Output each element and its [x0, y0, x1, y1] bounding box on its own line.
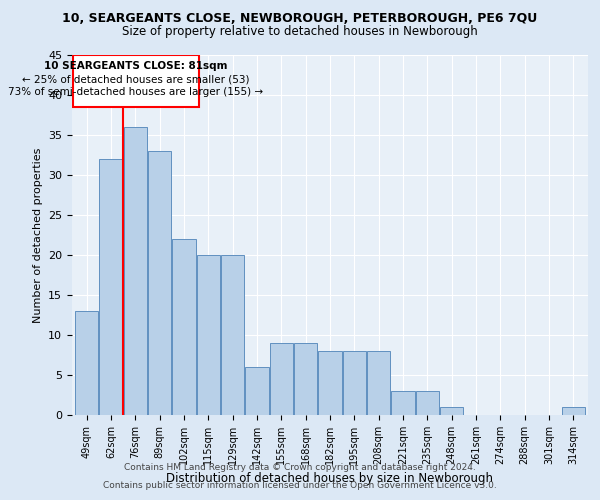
Bar [343, 351, 366, 415]
X-axis label: Distribution of detached houses by size in Newborough: Distribution of detached houses by size … [167, 472, 493, 486]
Text: 10, SEARGEANTS CLOSE, NEWBOROUGH, PETERBOROUGH, PE6 7QU: 10, SEARGEANTS CLOSE, NEWBOROUGH, PETERB… [62, 12, 538, 26]
Bar [440, 407, 463, 415]
Text: 10 SEARGEANTS CLOSE: 81sqm: 10 SEARGEANTS CLOSE: 81sqm [44, 62, 227, 72]
Bar [197, 255, 220, 415]
Bar [562, 407, 585, 415]
Bar [221, 255, 244, 415]
Bar [148, 151, 171, 415]
Bar [100, 159, 122, 415]
Bar [319, 351, 341, 415]
Bar [172, 239, 196, 415]
Bar [367, 351, 390, 415]
Bar [124, 127, 147, 415]
Bar [270, 343, 293, 415]
Text: Contains HM Land Registry data © Crown copyright and database right 2024.: Contains HM Land Registry data © Crown c… [124, 464, 476, 472]
Text: Contains public sector information licensed under the Open Government Licence v3: Contains public sector information licen… [103, 481, 497, 490]
Bar [75, 311, 98, 415]
Bar [245, 367, 269, 415]
Bar [416, 391, 439, 415]
Y-axis label: Number of detached properties: Number of detached properties [32, 148, 43, 322]
Text: Size of property relative to detached houses in Newborough: Size of property relative to detached ho… [122, 25, 478, 38]
Bar [391, 391, 415, 415]
Text: ← 25% of detached houses are smaller (53): ← 25% of detached houses are smaller (53… [22, 75, 250, 85]
FancyBboxPatch shape [73, 55, 199, 107]
Bar [294, 343, 317, 415]
Text: 73% of semi-detached houses are larger (155) →: 73% of semi-detached houses are larger (… [8, 87, 263, 97]
